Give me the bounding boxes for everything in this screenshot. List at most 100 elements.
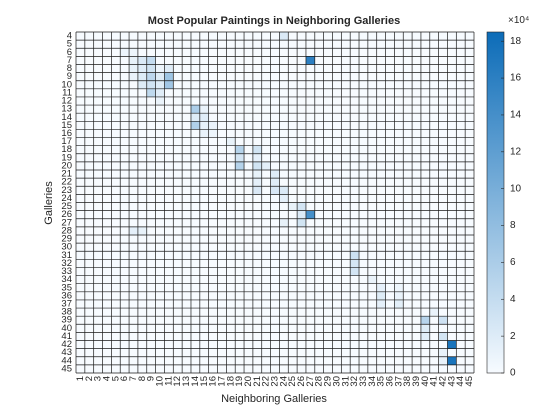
x-tick-label: 26	[296, 376, 307, 387]
x-tick-label: 43	[446, 376, 457, 387]
x-tick-label: 30	[331, 376, 342, 387]
heatmap-cell	[155, 88, 165, 97]
y-tick-label: 6	[67, 47, 72, 58]
colorbar-tick-label: 14	[510, 110, 522, 121]
x-tick-label: 14	[190, 376, 201, 387]
heatmap-cell	[305, 56, 315, 65]
heatmap-cell	[137, 80, 147, 89]
y-tick-label: 17	[61, 136, 72, 147]
heatmap-cell	[129, 72, 138, 81]
heatmap-cell	[367, 275, 377, 284]
colorbar	[486, 31, 505, 374]
heatmap-cell	[252, 161, 262, 171]
heatmap-cell	[155, 72, 165, 81]
heatmap-cell	[420, 316, 430, 325]
x-tick-label: 20	[243, 376, 254, 387]
heatmap-cell	[438, 316, 448, 325]
heatmap-cell	[146, 72, 156, 81]
x-tick-label: 38	[402, 376, 413, 387]
y-tick-label: 18	[61, 144, 72, 155]
y-tick-label: 31	[61, 250, 72, 261]
x-tick-label: 45	[464, 376, 475, 387]
heatmap-cell	[376, 299, 386, 309]
x-tick-label: 23	[270, 376, 281, 387]
y-tick-label: 14	[61, 112, 72, 123]
heatmap-cell	[438, 356, 448, 365]
y-tick-label: 25	[61, 201, 72, 212]
heatmap-cell	[279, 194, 289, 203]
heatmap-cell	[279, 32, 289, 41]
heatmap-cell	[447, 356, 457, 365]
heatmap-cell	[146, 64, 156, 73]
heatmap-cell	[297, 218, 306, 227]
heatmap-cell	[146, 88, 156, 97]
heatmap-cell	[164, 64, 174, 73]
heatmap-cell	[297, 202, 306, 211]
heatmap-cell	[155, 96, 165, 106]
heatmap-cell	[120, 48, 130, 57]
heatmap-cell	[164, 80, 174, 89]
y-tick-label: 8	[67, 63, 72, 74]
x-tick-label: 36	[384, 376, 395, 387]
x-tick-label: 8	[137, 376, 148, 381]
x-tick-label: 24	[278, 376, 289, 387]
x-tick-label: 34	[367, 376, 378, 387]
y-tick-label: 27	[61, 217, 72, 228]
y-tick-label: 40	[61, 323, 72, 334]
y-tick-label: 19	[61, 152, 72, 163]
y-tick-label: 15	[61, 120, 72, 131]
heatmap-cell	[429, 308, 439, 317]
colorbar-tick-label: 8	[510, 220, 516, 231]
y-tick-label: 24	[61, 193, 72, 204]
x-tick-label: 35	[376, 376, 387, 387]
x-tick-label: 41	[429, 376, 440, 387]
y-tick-label: 23	[61, 185, 72, 196]
x-tick-label: 29	[323, 376, 334, 387]
heatmap-cell	[376, 291, 386, 300]
heatmap-cell	[226, 137, 236, 146]
x-tick-label: 16	[208, 376, 219, 387]
heatmap-cell	[208, 121, 218, 130]
colorbar-scale-label: ×10⁴	[508, 15, 529, 26]
x-tick-label: 2	[84, 376, 95, 381]
heatmap-cell	[208, 129, 218, 138]
x-tick-label: 25	[287, 376, 298, 387]
x-tick-label: 17	[216, 376, 227, 387]
heatmap-cell	[252, 153, 262, 162]
y-tick-label: 32	[61, 258, 72, 269]
x-tick-label: 5	[110, 376, 121, 381]
heatmap-cell	[252, 186, 262, 195]
heatmap-cell	[438, 348, 448, 357]
x-tick-label: 10	[155, 376, 166, 387]
x-tick-label: 3	[93, 376, 104, 381]
heatmap-cell	[447, 340, 457, 349]
y-tick-label: 44	[61, 355, 72, 366]
y-tick-label: 38	[61, 307, 72, 318]
colorbar-tick-label: 18	[510, 36, 522, 47]
x-tick-label: 39	[411, 376, 422, 387]
heatmap-cell	[350, 259, 360, 268]
x-tick-label: 31	[340, 376, 351, 387]
colorbar-ticks: 0 2 4 6 8 10 12 14 16 18	[501, 36, 522, 379]
heatmap-cell	[261, 161, 271, 171]
heatmap-cell	[394, 291, 404, 300]
y-tick-label: 21	[61, 169, 72, 180]
heatmap-cell	[252, 145, 262, 154]
heatmap-cell	[270, 170, 280, 179]
heatmap-cell	[288, 202, 298, 211]
y-tick-label: 45	[61, 363, 72, 374]
y-tick-label: 29	[61, 234, 72, 245]
y-tick-labels: 4567891011121314151617181920212223242526…	[61, 31, 72, 375]
x-tick-label: 32	[349, 376, 360, 387]
heatmap-cell	[190, 121, 200, 130]
heatmap-cell	[394, 283, 404, 292]
x-tick-label: 11	[163, 376, 174, 386]
y-tick-label: 26	[61, 209, 72, 220]
y-tick-label: 20	[61, 160, 72, 171]
y-tick-label: 28	[61, 225, 72, 236]
y-tick-label: 9	[67, 71, 72, 82]
heatmap-cell	[235, 145, 245, 154]
heatmap-cell	[376, 283, 386, 292]
heatmap-cell	[252, 178, 262, 187]
